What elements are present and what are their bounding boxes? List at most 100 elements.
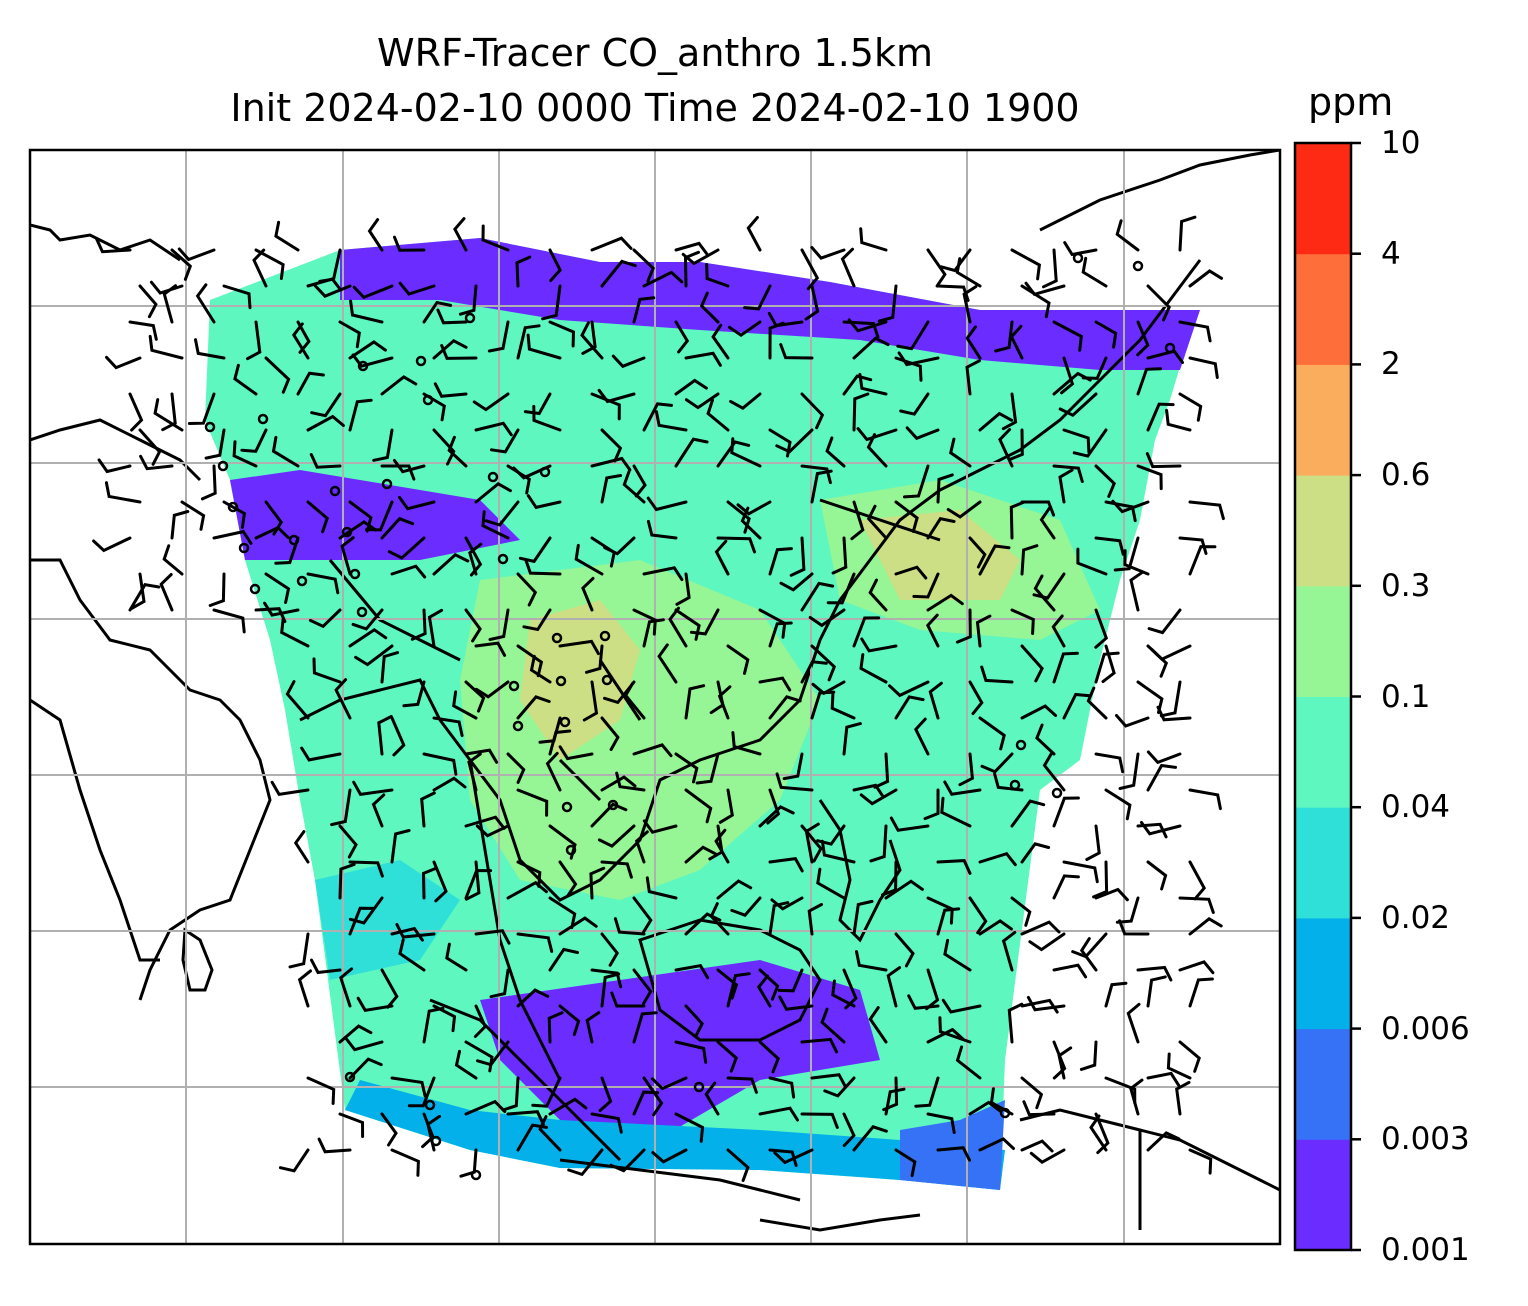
wind-barb [233, 363, 258, 396]
wind-barb [352, 284, 394, 300]
gridlines [30, 150, 1280, 1244]
wind-barb [1052, 1040, 1067, 1080]
coastline-northeast [1039, 150, 1280, 232]
wind-barb [946, 500, 982, 519]
wind-barb [975, 614, 992, 648]
wind-barb [717, 685, 732, 720]
wind-barb [1146, 284, 1171, 322]
wind-barb [547, 1011, 564, 1044]
coastline-indian-peninsula [30, 698, 160, 962]
wind-barb [387, 536, 426, 560]
wind-barb [646, 496, 688, 512]
wind-barb [1188, 269, 1223, 288]
wind-barb [968, 1100, 1002, 1116]
wind-barb [840, 247, 856, 288]
wind-barb [941, 998, 982, 1014]
colorbar-tick-label: 0.003 [1381, 1121, 1470, 1158]
coastline-northwest [30, 223, 181, 262]
wind-barb [768, 695, 802, 720]
wind-barb [104, 481, 142, 504]
wind-barb [1094, 887, 1129, 902]
wind-barb [651, 1148, 688, 1164]
wind-barb [352, 780, 394, 797]
wind-barb [642, 566, 684, 582]
wind-barb [1057, 1046, 1073, 1080]
wind-barb [558, 860, 578, 898]
wind-barb [1147, 608, 1182, 635]
wind-barb [914, 717, 930, 756]
wind-barb [740, 506, 762, 540]
wind-barb [716, 968, 739, 1000]
wind-barb [613, 917, 646, 936]
wind-barb [1104, 788, 1132, 821]
calm-wind-circle [349, 568, 361, 580]
wind-barb [1188, 500, 1225, 521]
wind-barb [800, 392, 825, 430]
wind-barb [222, 284, 252, 310]
wind-barb [170, 510, 190, 540]
wind-barb [263, 601, 300, 617]
wind-barb [338, 1112, 365, 1138]
wind-barb [548, 896, 577, 930]
wind-barb [800, 464, 832, 485]
wind-barb [852, 392, 870, 432]
wind-barb [1188, 545, 1217, 576]
wind-barb [351, 353, 394, 368]
wind-barb [1094, 651, 1120, 684]
wind-barb [1085, 824, 1101, 861]
wind-barb [1136, 367, 1162, 396]
wind-barb [877, 284, 898, 323]
wind-barb [348, 627, 388, 648]
wind-barb [1062, 428, 1091, 454]
wind-barb [474, 929, 511, 945]
wind-barb [377, 715, 393, 756]
tracer-level-edge-southeast [900, 1100, 1005, 1190]
tracer-level-low-northwest [230, 470, 520, 560]
wind-barb [1165, 408, 1192, 432]
wind-barb [390, 564, 427, 579]
wind-barb [1094, 464, 1116, 498]
wind-barb [1115, 714, 1150, 728]
wind-barb [810, 644, 837, 682]
wind-barb [1175, 1080, 1191, 1116]
wind-barb [484, 500, 520, 527]
wind-barb [758, 1040, 780, 1074]
wind-barb [212, 608, 246, 634]
wind-barb [432, 338, 468, 360]
wind-barb [548, 320, 576, 348]
colorbar-tick-label: 4 [1381, 235, 1401, 272]
wind-barb [852, 783, 885, 799]
wind-barb [622, 469, 646, 504]
calm-wind-circle [204, 421, 216, 433]
wind-barb [789, 536, 806, 577]
wind-barb [856, 427, 898, 442]
wind-barb [464, 815, 506, 830]
wind-barb [581, 576, 595, 612]
calm-wind-circle [1015, 739, 1027, 751]
wind-barb [943, 938, 972, 972]
wind-barb [884, 879, 924, 900]
wind-barb [526, 494, 562, 510]
wind-barb [1136, 965, 1173, 982]
wind-barb [195, 283, 216, 324]
wind-barb [390, 1076, 427, 1098]
colorbar-bin [1295, 1028, 1351, 1140]
wind-barb [1051, 614, 1066, 648]
wind-barb [1146, 860, 1168, 891]
wind-barb [1060, 356, 1075, 395]
wind-barb [1146, 402, 1175, 432]
wind-barb [334, 678, 352, 720]
colorbar-tick-label: 0.006 [1381, 1010, 1470, 1047]
wind-barb [338, 1024, 373, 1044]
wind-barb [585, 1011, 601, 1044]
wind-barb [899, 392, 930, 416]
wind-barb [768, 901, 790, 936]
wind-barb [1094, 320, 1118, 349]
wind-barb [860, 637, 898, 653]
wind-barb [1032, 572, 1066, 600]
wind-barb [1129, 570, 1144, 612]
wind-barb [642, 618, 665, 648]
wind-barb [159, 573, 174, 612]
calm-wind-circle [551, 632, 563, 644]
